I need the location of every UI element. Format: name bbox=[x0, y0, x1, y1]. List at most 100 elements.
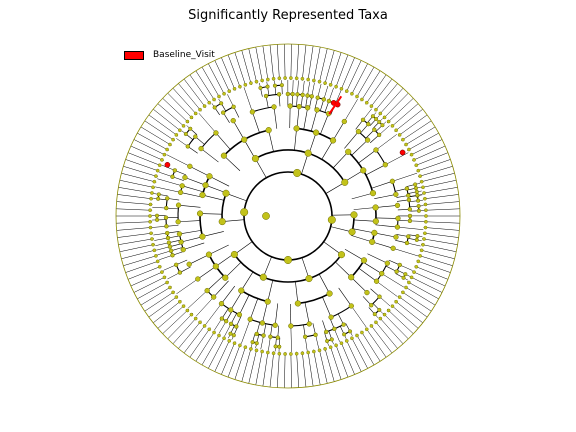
taxon-node bbox=[272, 322, 278, 328]
leaf-branch-56 bbox=[167, 312, 194, 340]
terminal-branch-26 bbox=[157, 178, 183, 187]
taxon-node bbox=[390, 245, 396, 251]
leaf-branch-33 bbox=[313, 349, 321, 386]
leaf-branch-110 bbox=[269, 44, 275, 81]
leaf-branch-86 bbox=[133, 139, 167, 156]
leaf-branch-141 bbox=[414, 152, 449, 167]
taxon-node bbox=[165, 196, 170, 201]
leaf-node-68 bbox=[154, 254, 158, 258]
leaf-branch-61 bbox=[144, 291, 175, 312]
taxon-node bbox=[288, 323, 294, 329]
taxon-node bbox=[309, 94, 314, 99]
clade-branch-180-0 bbox=[225, 262, 242, 278]
leaf-branch-3 bbox=[422, 232, 459, 238]
clade-branch-23-0 bbox=[202, 194, 224, 201]
taxon-node bbox=[230, 250, 238, 259]
terminal-branch-47 bbox=[227, 94, 234, 107]
leaf-branch-31 bbox=[324, 346, 335, 382]
leaf-branch-100 bbox=[201, 66, 221, 99]
leaf-branch-82 bbox=[123, 166, 158, 177]
leaf-branch-26 bbox=[350, 336, 368, 369]
leaf-branch-22 bbox=[370, 324, 393, 354]
leaf-node-41 bbox=[266, 350, 270, 355]
leaf-branch-17 bbox=[390, 304, 419, 329]
leaf-node-119 bbox=[323, 81, 327, 85]
leaf-branch-103 bbox=[221, 57, 236, 91]
taxon-node bbox=[394, 224, 401, 230]
clade-branch-24-1 bbox=[182, 185, 204, 193]
taxon-node bbox=[364, 137, 371, 143]
taxon-node bbox=[249, 109, 256, 115]
taxon-node bbox=[287, 103, 293, 109]
leaf-branch-83 bbox=[125, 159, 160, 172]
taxon-node bbox=[329, 137, 337, 144]
leaf-node-59 bbox=[178, 299, 182, 304]
leaf-node-140 bbox=[412, 158, 416, 162]
taxon-node bbox=[404, 186, 410, 191]
taxon-node bbox=[212, 263, 219, 270]
leaf-node-16 bbox=[394, 299, 398, 304]
leaf-branch-37 bbox=[290, 351, 292, 388]
terminal-branch-124 bbox=[393, 248, 419, 257]
clade-branch-0-1 bbox=[225, 193, 247, 202]
taxon-node bbox=[305, 275, 313, 283]
leaf-node-135 bbox=[397, 133, 402, 137]
leaf-branch-73 bbox=[116, 227, 153, 231]
taxon-node bbox=[406, 234, 411, 239]
clade-arc-125 bbox=[233, 254, 343, 283]
taxon-node bbox=[164, 224, 169, 229]
taxon-node bbox=[196, 210, 204, 217]
leaf-node-91 bbox=[178, 128, 182, 133]
leaf-node-117 bbox=[312, 78, 316, 83]
taxon-node bbox=[156, 192, 161, 197]
taxon-node bbox=[284, 256, 292, 264]
leaf-branch-70 bbox=[119, 244, 156, 253]
leaf-branch-71 bbox=[118, 238, 154, 245]
terminal-branch-133 bbox=[381, 273, 405, 288]
taxon-node bbox=[312, 129, 320, 136]
taxon-node bbox=[156, 196, 161, 201]
leaf-node-45 bbox=[243, 345, 248, 350]
terminal-branch-4 bbox=[159, 255, 173, 260]
terminal-branch-37 bbox=[176, 138, 188, 147]
taxon-node bbox=[271, 104, 277, 110]
leaf-node-85 bbox=[160, 158, 164, 162]
clade-branch-181-1 bbox=[206, 275, 224, 291]
leaf-node-88 bbox=[168, 142, 172, 147]
leaf-branch-92 bbox=[157, 103, 186, 128]
leaf-branch-99 bbox=[195, 70, 216, 102]
clade-arc-152 bbox=[290, 323, 310, 327]
taxon-node bbox=[314, 107, 320, 113]
leaf-node-81 bbox=[152, 179, 157, 184]
leaf-branch-138 bbox=[407, 132, 439, 151]
leaf-node-37 bbox=[289, 352, 293, 356]
leaf-branch-111 bbox=[276, 44, 280, 81]
clade-branch-158-0 bbox=[274, 303, 279, 326]
leaf-node-130 bbox=[378, 111, 383, 116]
leaf-node-92 bbox=[181, 124, 186, 128]
taxon-node bbox=[211, 294, 217, 300]
taxon-node bbox=[416, 204, 421, 209]
clade-arc-0 bbox=[221, 193, 227, 222]
leaf-node-105 bbox=[243, 82, 248, 87]
leaf-node-101 bbox=[222, 91, 226, 96]
leaf-node-18 bbox=[386, 308, 391, 313]
leaf-node-96 bbox=[198, 107, 202, 112]
leaf-node-14 bbox=[401, 290, 405, 295]
leaf-branch-49 bbox=[208, 336, 226, 369]
leaf-node-71 bbox=[150, 237, 154, 241]
leaf-branch-27 bbox=[345, 338, 362, 372]
clade-branch-141-1 bbox=[295, 281, 299, 304]
leaf-branch-132 bbox=[386, 98, 414, 124]
taxon-node bbox=[305, 93, 310, 98]
leaf-branch-35 bbox=[301, 351, 307, 388]
taxon-node bbox=[175, 202, 182, 208]
taxon-node bbox=[321, 97, 327, 102]
taxon-node bbox=[195, 276, 201, 282]
leaf-node-109 bbox=[266, 77, 270, 82]
terminal-branch-175 bbox=[224, 323, 232, 337]
clade-branch-57-1 bbox=[308, 132, 317, 154]
leaf-branch-34 bbox=[307, 350, 314, 387]
terminal-branch-183 bbox=[187, 290, 208, 309]
taxon-node bbox=[315, 95, 320, 100]
